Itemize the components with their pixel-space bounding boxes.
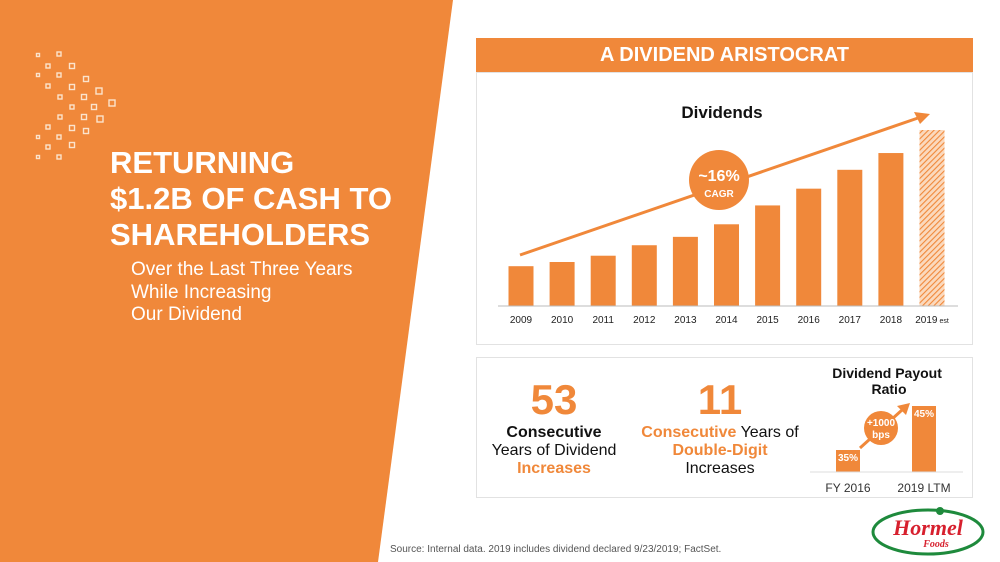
dot-square	[82, 127, 90, 135]
dot-square	[57, 114, 63, 120]
bar-2013	[672, 236, 698, 306]
dot-square	[56, 51, 62, 57]
payout-x-label: 2019 LTM	[897, 481, 950, 495]
x-tick-label: 2014	[715, 315, 738, 326]
dot-square	[35, 154, 41, 160]
dot-square	[80, 113, 88, 121]
cagr-label: CAGR	[704, 189, 734, 200]
payout-bar	[836, 450, 860, 472]
dot-square	[95, 87, 103, 95]
stat-11-line1a: Consecutive	[641, 424, 737, 441]
stat-11-line2: Double-Digit	[672, 442, 768, 459]
dot-square	[35, 52, 41, 58]
dot-square	[45, 144, 51, 150]
hormel-logo: Hormel Foods	[871, 507, 985, 556]
bar-2016	[796, 188, 822, 306]
dot-square	[82, 75, 90, 83]
slide-title: RETURNING $1.2B OF CASH TO SHAREHOLDERS	[110, 145, 392, 252]
x-tick-label: 2018	[880, 315, 903, 326]
x-tick-label: 2012	[633, 315, 656, 326]
stat-53-line2: Years of Dividend	[491, 442, 617, 459]
dot-square	[68, 141, 76, 149]
x-tick-label: 2015	[756, 315, 779, 326]
x-tick-label: 2013	[674, 315, 697, 326]
bar-2011	[590, 255, 616, 306]
payout-arrowhead-icon	[897, 403, 910, 415]
stat-53-text: Consecutive Years of Dividend Increases	[459, 424, 649, 478]
payout-title-line: Ratio	[872, 381, 907, 397]
dots-arrow-icon	[35, 51, 116, 160]
x-tick-label: 2011	[592, 315, 614, 326]
dot-square	[108, 99, 116, 107]
dot-square	[35, 72, 41, 78]
stat-53-line1: Consecutive	[506, 424, 602, 441]
x-tick-label: 2009	[510, 315, 533, 326]
dot-square	[56, 154, 62, 160]
payout-bar	[912, 406, 936, 472]
section-header: A DIVIDEND ARISTOCRAT	[476, 38, 973, 72]
dot-square	[45, 63, 51, 69]
trend-arrowhead-icon	[914, 112, 930, 124]
bps-badge	[864, 411, 898, 445]
bar-2015	[755, 205, 781, 306]
payout-bar-label: 45%	[914, 409, 934, 420]
bps-label: bps	[872, 430, 890, 441]
dot-square	[68, 62, 76, 70]
bar-2019	[919, 130, 945, 306]
bar-2018	[878, 153, 904, 306]
svg-text:Foods: Foods	[922, 539, 949, 550]
dot-square	[57, 94, 63, 100]
chart-title: Dividends	[681, 103, 762, 122]
stat-53-line3: Increases	[517, 460, 591, 477]
dot-square	[96, 115, 104, 123]
payout-x-label: FY 2016	[825, 481, 870, 495]
x-tick-label: 2010	[551, 315, 574, 326]
stat-11-number: 11	[697, 376, 743, 423]
dot-square	[68, 124, 76, 132]
payout-title: Dividend Payout Ratio	[832, 365, 946, 397]
dot-square	[35, 134, 41, 140]
slide-subtitle: Over the Last Three Years While Increasi…	[131, 259, 353, 325]
bar-2010	[549, 262, 575, 306]
dot-square	[45, 124, 51, 130]
payout-title-line: Dividend Payout	[832, 365, 942, 381]
x-tick-label: 2019 est	[915, 315, 949, 326]
dot-square	[80, 93, 88, 101]
cagr-value: ~16%	[698, 168, 739, 185]
dot-square	[68, 83, 76, 91]
bar-2012	[631, 245, 657, 306]
dot-square	[69, 104, 75, 110]
stat-11-line3: Increases	[685, 460, 755, 477]
stat-11-line1b: Years of	[736, 424, 799, 441]
est-suffix: est	[939, 318, 948, 325]
bar-2009	[508, 266, 534, 306]
dot-square	[90, 103, 98, 111]
cagr-badge	[689, 150, 749, 210]
stat-53-number: 53	[530, 376, 578, 423]
dot-square	[45, 83, 51, 89]
x-tick-label: 2016	[798, 315, 821, 326]
bar-2017	[837, 169, 863, 306]
bar-2014	[714, 224, 739, 306]
payout-bar-label: 35%	[838, 453, 858, 464]
svg-text:Hormel: Hormel	[892, 515, 964, 540]
x-tick-label: 2017	[839, 315, 862, 326]
source-note: Source: Internal data. 2019 includes div…	[390, 544, 722, 555]
orange-panel	[0, 0, 453, 562]
stat-11-text: Consecutive Years of Double-Digit Increa…	[625, 424, 815, 478]
dot-square	[56, 72, 62, 78]
bps-value: +1000	[867, 418, 896, 429]
dot-square	[56, 134, 62, 140]
